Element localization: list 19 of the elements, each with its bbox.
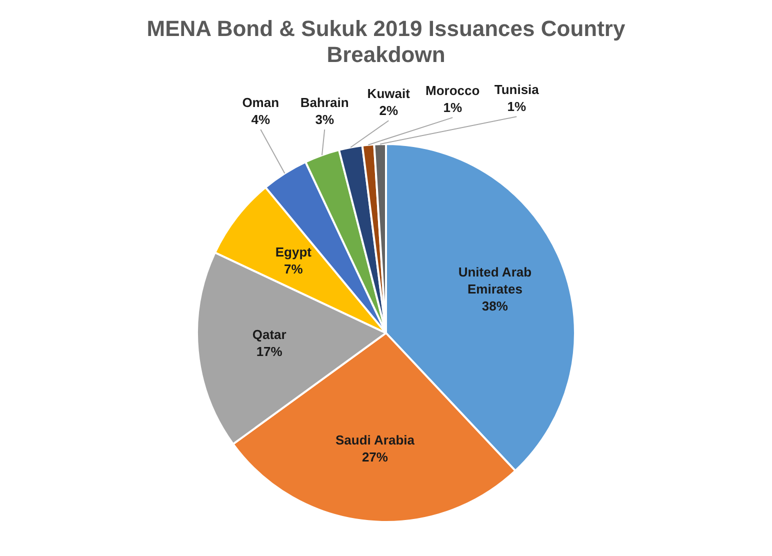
slice-label: Tunisia [494, 82, 540, 98]
slice-label: Egypt [275, 244, 312, 260]
data-label: 2% [379, 103, 398, 118]
chart-title: MENA Bond & Sukuk 2019 Issuances Country Breakdown [146, 15, 626, 68]
slice-label: Bahrain [300, 95, 349, 110]
data-label: 3% [315, 112, 334, 128]
data-label: 17% [256, 344, 283, 360]
data-label: 4% [251, 112, 270, 128]
slice-label: Saudi Arabia [335, 432, 416, 448]
data-label: 27% [362, 450, 388, 465]
slice-label: Qatar [252, 327, 286, 342]
slice-label: Oman [242, 95, 280, 110]
slice-label: Morocco [426, 83, 480, 98]
slice-label: Kuwait [367, 86, 411, 102]
data-label: 1% [507, 99, 526, 114]
data-label: 1% [443, 100, 462, 116]
data-label: 38% [482, 298, 508, 314]
data-label: 7% [284, 261, 304, 276]
slice-label: United Arab Emirates [458, 264, 532, 296]
